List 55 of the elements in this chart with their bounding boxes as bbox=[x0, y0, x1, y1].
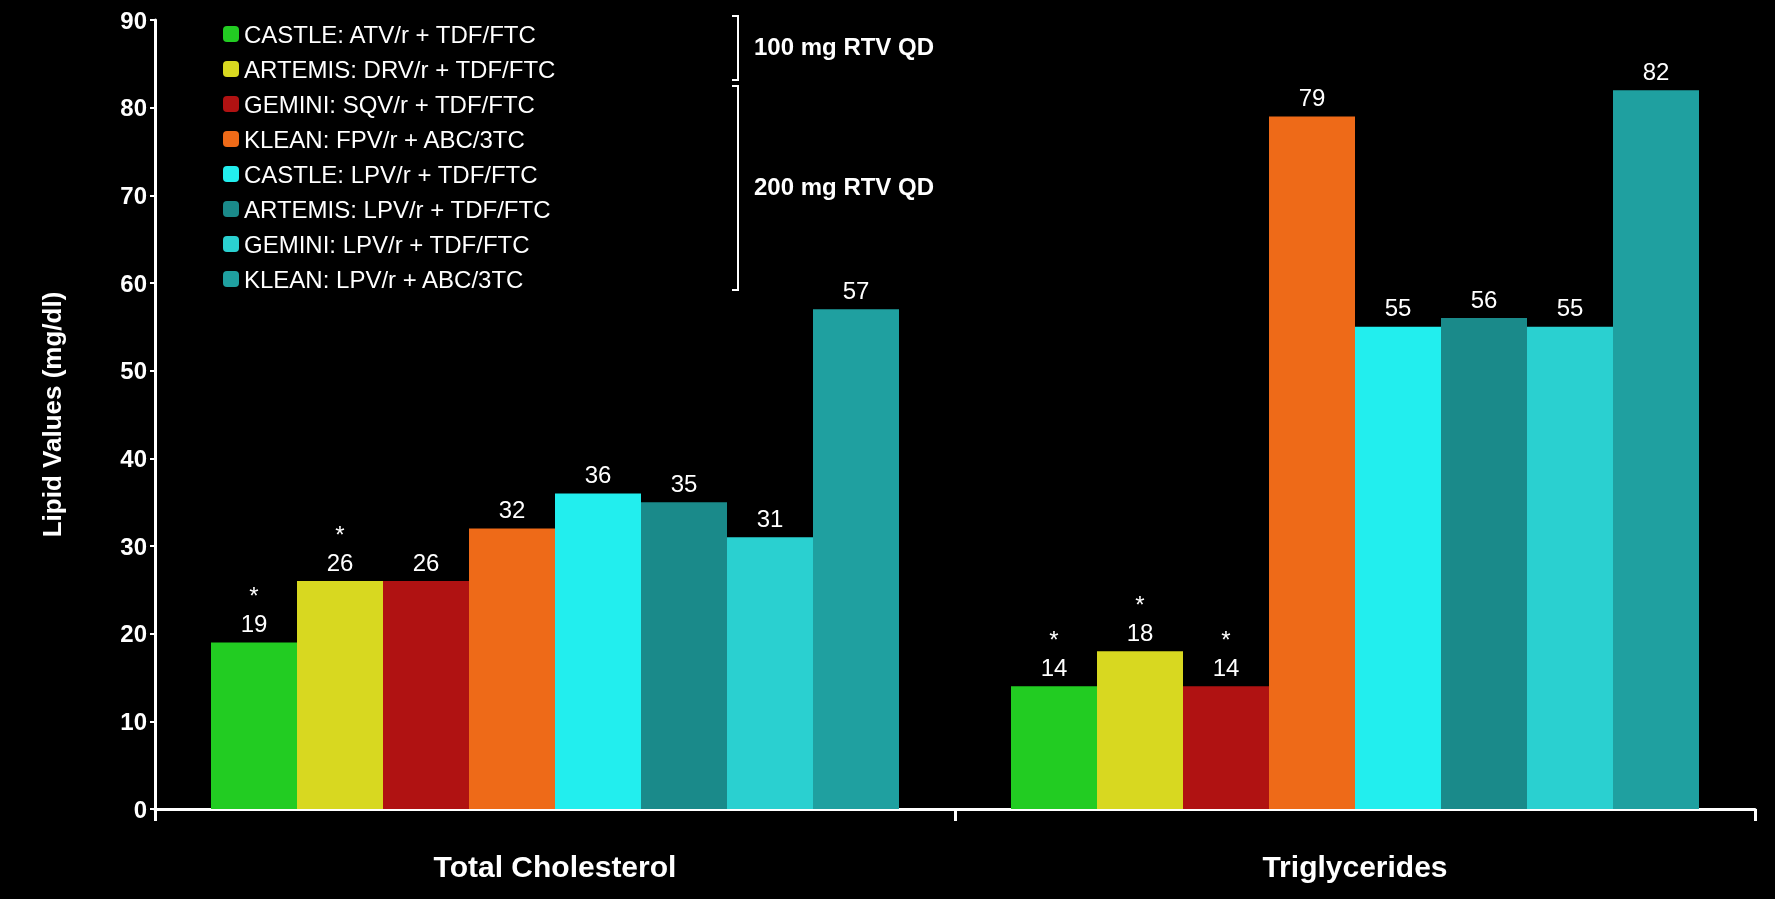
y-tick-label: 90 bbox=[120, 6, 147, 34]
annotation: 200 mg RTV QD bbox=[754, 172, 935, 200]
bar bbox=[1269, 116, 1355, 809]
bar bbox=[1527, 326, 1613, 809]
bar bbox=[1613, 90, 1699, 809]
legend-label: CASTLE: ATV/r + TDF/FTC bbox=[244, 20, 536, 48]
bar bbox=[469, 528, 555, 809]
data-label: 79 bbox=[1298, 83, 1326, 111]
y-axis-title: Lipid Values (mg/dl) bbox=[37, 291, 67, 538]
data-label: 57 bbox=[842, 276, 870, 304]
legend-label: ARTEMIS: LPV/r + TDF/FTC bbox=[244, 195, 551, 223]
legend-label: ARTEMIS: DRV/r + TDF/FTC bbox=[244, 55, 556, 83]
y-tick-label: 20 bbox=[120, 620, 147, 648]
bar bbox=[1355, 326, 1441, 809]
data-label: 35 bbox=[670, 469, 698, 497]
legend-label: GEMINI: LPV/r + TDF/FTC bbox=[244, 230, 530, 258]
data-label: * 19 bbox=[240, 581, 268, 637]
bar bbox=[1097, 651, 1183, 809]
data-label: * 14 bbox=[1212, 625, 1240, 681]
y-tick-label: 70 bbox=[120, 181, 147, 209]
bar bbox=[297, 581, 383, 809]
bar bbox=[727, 537, 813, 809]
x-tick-label: Total Cholesterol bbox=[433, 849, 677, 883]
annotation: 100 mg RTV QD bbox=[754, 32, 935, 60]
legend-label: KLEAN: LPV/r + ABC/3TC bbox=[244, 265, 524, 293]
y-tick-label: 60 bbox=[120, 269, 147, 297]
legend-label: GEMINI: SQV/r + TDF/FTC bbox=[244, 90, 535, 118]
data-label: 32 bbox=[498, 495, 526, 523]
data-label: 55 bbox=[1384, 294, 1412, 322]
data-label: * 26 bbox=[326, 520, 354, 576]
y-tick-label: 10 bbox=[120, 707, 147, 735]
data-label: * 14 bbox=[1040, 625, 1068, 681]
y-tick-label: 40 bbox=[120, 444, 147, 472]
y-tick-label: 50 bbox=[120, 357, 147, 385]
data-label: * 18 bbox=[1126, 590, 1154, 646]
bar bbox=[641, 502, 727, 809]
bar bbox=[1183, 686, 1269, 809]
bar bbox=[813, 309, 899, 809]
legend-label: KLEAN: FPV/r + ABC/3TC bbox=[244, 125, 525, 153]
data-label: 26 bbox=[412, 548, 440, 576]
bar bbox=[383, 581, 469, 809]
data-label: 55 bbox=[1556, 294, 1584, 322]
y-tick-label: 0 bbox=[133, 795, 147, 823]
y-tick-label: 80 bbox=[120, 94, 147, 122]
bar bbox=[1441, 318, 1527, 809]
legend-label: CASTLE: LPV/r + TDF/FTC bbox=[244, 160, 538, 188]
data-label: 36 bbox=[584, 460, 612, 488]
bar bbox=[1011, 686, 1097, 809]
data-label: 31 bbox=[756, 504, 784, 532]
y-tick-label: 30 bbox=[120, 532, 147, 560]
x-tick-label: Triglycerides bbox=[1262, 849, 1448, 883]
data-label: 56 bbox=[1470, 285, 1498, 313]
bar bbox=[211, 642, 297, 809]
bar bbox=[555, 493, 641, 809]
data-label: 82 bbox=[1642, 57, 1670, 85]
